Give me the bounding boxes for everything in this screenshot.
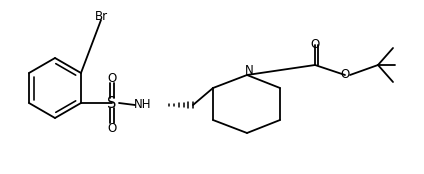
Text: O: O [107, 121, 117, 135]
Text: S: S [107, 96, 117, 110]
Text: NH: NH [134, 98, 152, 112]
Text: Br: Br [95, 10, 108, 22]
Text: N: N [245, 65, 254, 77]
Text: O: O [310, 38, 320, 52]
Text: O: O [340, 69, 350, 81]
Text: O: O [107, 72, 117, 85]
